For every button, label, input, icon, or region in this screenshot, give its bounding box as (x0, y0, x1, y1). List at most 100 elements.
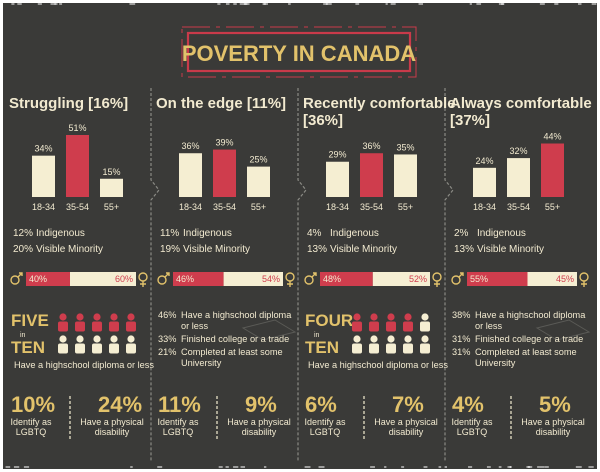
education-caption: Have a highschool diploma or less (14, 360, 154, 370)
edge-texture (226, 466, 229, 468)
bar-value-label: 25% (249, 155, 267, 165)
stat-pct: 13% (454, 244, 474, 255)
stat-label: Visible Minority (36, 244, 103, 255)
person-icon-body (420, 344, 430, 354)
stat-label: Indigenous (330, 228, 379, 239)
person-icon (76, 313, 83, 320)
edge-texture (540, 3, 545, 5)
education-big-total: TEN (305, 338, 339, 357)
edge-texture (264, 466, 266, 468)
disability-label: disability (95, 427, 130, 437)
panel-title: Struggling [16%] (9, 95, 128, 112)
edge-texture (439, 466, 442, 468)
edge-texture (288, 3, 291, 5)
bar-category-label: 18-34 (32, 202, 55, 212)
education-big-number: FIVE (11, 311, 49, 330)
bar-35-54 (66, 135, 89, 197)
person-icon (370, 313, 377, 320)
disability-pct: 9% (245, 392, 277, 417)
edge-texture (419, 3, 424, 5)
stat-label: Visible Minority (477, 244, 544, 255)
person-icon (59, 335, 66, 342)
person-icon-body (420, 322, 430, 332)
education-label: Finished college or a trade (475, 334, 583, 344)
edge-texture (445, 466, 447, 468)
edge-texture (233, 3, 236, 5)
panel-title: Recently comfortable (303, 95, 456, 112)
person-icon (370, 335, 377, 342)
person-icon (127, 335, 134, 342)
disability-label: disability (536, 427, 571, 437)
bar-value-label: 36% (362, 141, 380, 151)
edge-texture (241, 466, 245, 468)
education-pct: 46% (158, 310, 176, 320)
edge-texture (233, 466, 238, 468)
edge-texture (217, 3, 220, 5)
person-icon (127, 313, 134, 320)
gender-female-pct: 54% (262, 274, 280, 284)
edge-texture (510, 466, 512, 468)
edge-texture (24, 466, 29, 468)
edge-texture (355, 3, 359, 5)
edge-texture (226, 3, 230, 5)
education-big-number: FOUR (305, 311, 353, 330)
edge-texture (588, 466, 593, 468)
education-label: Have a highschool diploma (475, 310, 586, 320)
edge-texture (499, 466, 502, 468)
stat-pct: 11% (160, 228, 179, 239)
person-icon-body (58, 344, 68, 354)
edge-texture (130, 466, 132, 468)
person-icon-body (75, 322, 85, 332)
gender-male-pct: 55% (470, 274, 488, 284)
person-icon-body (126, 322, 136, 332)
stat-label: Visible Minority (183, 244, 250, 255)
bar-35-54 (360, 153, 383, 197)
person-icon (387, 335, 394, 342)
person-icon-body (75, 344, 85, 354)
edge-texture (545, 466, 549, 468)
bar-category-label: 35-54 (360, 202, 383, 212)
bar-category-label: 55+ (398, 202, 413, 212)
lgbtq-label: LGBTQ (16, 427, 47, 437)
edge-texture (401, 466, 404, 468)
bar-category-label: 55+ (251, 202, 266, 212)
person-icon (387, 313, 394, 320)
edge-texture (14, 466, 19, 468)
edge-texture (540, 466, 545, 468)
gender-male-pct: 40% (29, 274, 47, 284)
edge-texture (476, 3, 481, 5)
page-title: POVERTY IN CANADA (182, 41, 416, 66)
edge-texture (319, 466, 325, 468)
education-label: University (181, 358, 222, 368)
lgbtq-pct: 11% (158, 392, 201, 417)
bar-value-label: 29% (328, 150, 346, 160)
education-big-total: TEN (11, 338, 45, 357)
disability-label: disability (389, 427, 424, 437)
education-label: University (475, 358, 516, 368)
person-icon (404, 335, 411, 342)
disability-label: disability (242, 427, 277, 437)
bar-18-34 (32, 156, 55, 197)
bar-value-label: 36% (181, 141, 199, 151)
stat-pct: 13% (307, 244, 327, 255)
education-label: Finished college or a trade (181, 334, 289, 344)
edge-texture (59, 3, 62, 5)
bar-55+ (394, 154, 417, 197)
edge-texture (17, 3, 21, 5)
edge-texture (578, 3, 581, 5)
bar-category-label: 55+ (104, 202, 119, 212)
stat-label: Visible Minority (330, 244, 397, 255)
person-icon-body (386, 344, 396, 354)
edge-texture (576, 466, 582, 468)
person-icon (421, 335, 428, 342)
edge-texture (129, 3, 135, 5)
edge-texture (386, 3, 388, 5)
edge-texture (244, 3, 250, 5)
bar-value-label: 51% (68, 123, 86, 133)
lgbtq-label: LGBTQ (163, 427, 194, 437)
person-icon (421, 313, 428, 320)
person-icon (110, 335, 117, 342)
edge-texture (6, 466, 11, 468)
bar-18-34 (326, 162, 349, 197)
person-icon-body (369, 344, 379, 354)
